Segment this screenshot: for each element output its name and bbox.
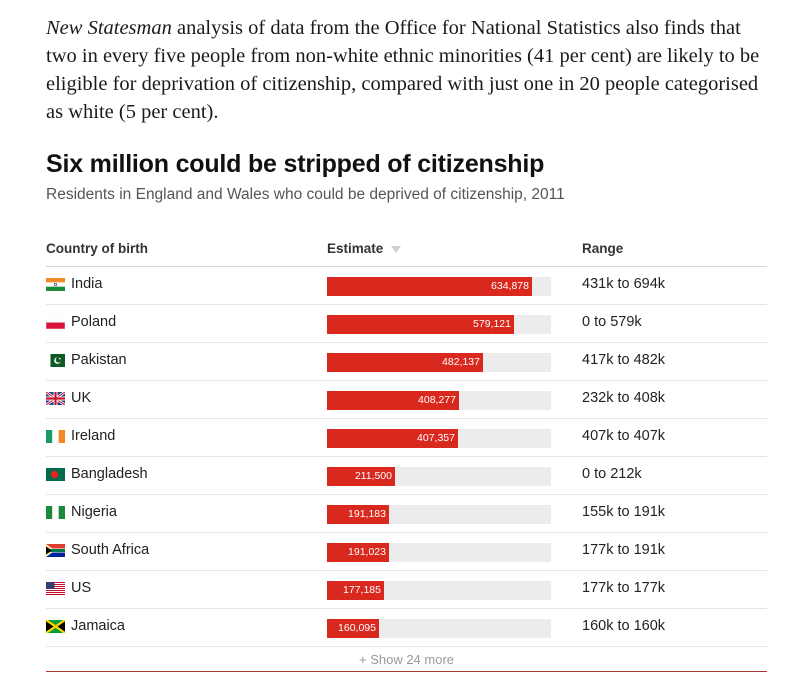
estimate-bar: 579,121 [327,315,514,334]
article-paragraph: New Statesman analysis of data from the … [46,14,776,126]
table-row: Ireland 407,357 407k to 407k [46,419,767,457]
country-name: US [71,580,92,596]
estimate-bar: 191,183 [327,505,389,524]
show-more-button[interactable]: + Show 24 more [46,652,767,672]
nigeria-flag-icon [46,506,65,519]
bangladesh-flag-icon [46,468,65,481]
us-flag-icon [46,582,65,595]
chart-subtitle: Residents in England and Wales who could… [46,186,565,203]
estimate-bar: 408,277 [327,391,459,410]
range-value: 232k to 408k [582,390,666,406]
country-name: Bangladesh [71,466,148,482]
table-row: Bangladesh 211,500 0 to 212k [46,457,767,495]
pakistan-flag-icon [46,354,65,367]
sort-descending-icon[interactable] [391,246,402,253]
table-body: India 634,878 431k to 694k Poland 579,121 0 t… [46,267,767,647]
table-row: Jamaica 160,095 160k to 160k [46,609,767,647]
estimate-bar: 634,878 [327,277,532,296]
jamaica-flag-icon [46,620,65,633]
estimate-bar: 482,137 [327,353,483,372]
estimate-bar: 211,500 [327,467,395,486]
table-header: Country of birth Estimate Range [46,240,767,267]
country-name: Jamaica [71,618,125,634]
estimate-label: 211,500 [354,470,392,482]
range-value: 417k to 482k [582,352,666,368]
estimate-label: 191,183 [348,508,386,520]
estimate-label: 579,121 [473,318,511,330]
range-value: 160k to 160k [582,618,666,634]
publication-name: New Statesman [46,17,172,39]
estimate-bar: 407,357 [327,429,458,448]
estimate-label: 408,277 [418,394,456,406]
estimate-label: 482,137 [442,356,480,368]
poland-flag-icon [46,316,65,329]
range-value: 0 to 212k [582,466,642,482]
column-header-country[interactable]: Country of birth [46,241,148,256]
ireland-flag-icon [46,430,65,443]
estimate-bar-track: 408,277 [327,391,551,410]
south-africa-flag-icon [46,544,65,557]
country-name: Ireland [71,428,116,444]
estimate-bar-track: 407,357 [327,429,551,448]
range-value: 155k to 191k [582,504,666,520]
country-name: India [71,276,103,292]
estimate-bar-track: 191,023 [327,543,551,562]
column-header-estimate[interactable]: Estimate [327,241,402,256]
chart-title: Six million could be stripped of citizen… [46,150,545,178]
estimate-bar-track: 211,500 [327,467,551,486]
paragraph-text: analysis of data from the Office for Nat… [46,17,760,123]
estimate-bar: 160,095 [327,619,379,638]
table-row: Nigeria 191,183 155k to 191k [46,495,767,533]
estimate-label: 160,095 [338,622,376,634]
range-value: 431k to 694k [582,276,666,292]
country-name: Poland [71,314,117,330]
table-row: UK 408,277 232k to 408k [46,381,767,419]
range-value: 0 to 579k [582,314,642,330]
estimate-label: 177,185 [343,584,381,596]
country-name: South Africa [71,542,150,558]
india-flag-icon [46,278,65,291]
range-value: 177k to 191k [582,542,666,558]
estimate-label: 407,357 [417,432,455,444]
column-header-range[interactable]: Range [582,241,624,256]
table-row: US 177,185 177k to 177k [46,571,767,609]
estimate-bar-track: 160,095 [327,619,551,638]
country-name: Pakistan [71,352,127,368]
uk-flag-icon [46,392,65,405]
estimate-bar-track: 634,878 [327,277,551,296]
estimate-bar-track: 191,183 [327,505,551,524]
table-row: Pakistan 482,137 417k to 482k [46,343,767,381]
estimate-bar-track: 482,137 [327,353,551,372]
estimate-bar: 191,023 [327,543,389,562]
range-value: 407k to 407k [582,428,666,444]
estimate-bar-track: 579,121 [327,315,551,334]
country-name: UK [71,390,92,406]
range-value: 177k to 177k [582,580,666,596]
table-row: India 634,878 431k to 694k [46,267,767,305]
estimate-bar-track: 177,185 [327,581,551,600]
estimate-label: 634,878 [491,280,529,292]
table-row: Poland 579,121 0 to 579k [46,305,767,343]
estimate-bar: 177,185 [327,581,384,600]
country-name: Nigeria [71,504,117,520]
estimate-label: 191,023 [348,546,386,558]
table-row: South Africa 191,023 177k to 191k [46,533,767,571]
column-header-estimate-label: Estimate [327,241,384,256]
